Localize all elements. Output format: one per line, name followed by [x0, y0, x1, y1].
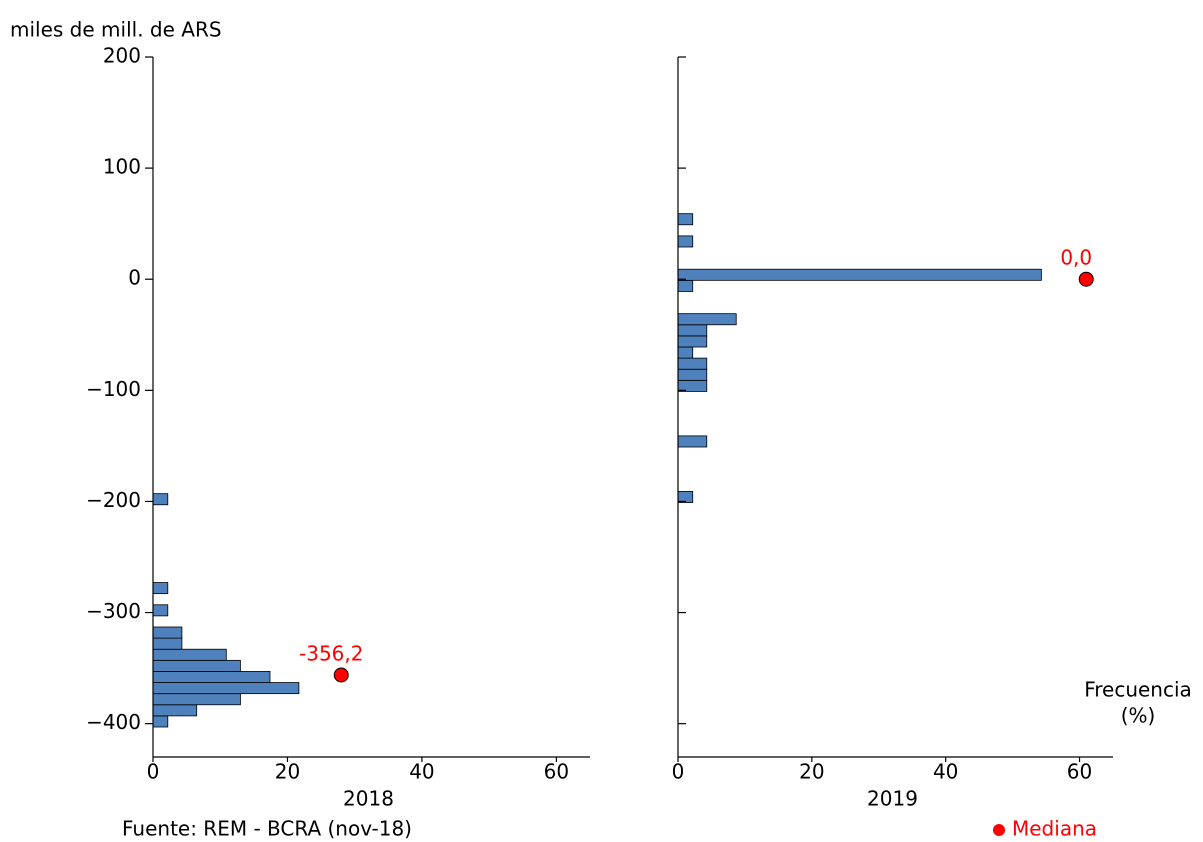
bar [677, 346, 694, 359]
x-tick-label: 0 [672, 760, 685, 784]
legend-label: Mediana [1012, 817, 1097, 841]
bar [152, 659, 241, 672]
bar [152, 582, 169, 595]
bar [152, 648, 227, 661]
bar [152, 715, 169, 728]
x-tick-label: 60 [1067, 760, 1092, 784]
y-tick-label: 100 [103, 155, 141, 179]
median-label: 0,0 [1060, 246, 1092, 270]
bar [152, 604, 169, 617]
bar [677, 368, 708, 381]
x-tick-label: 60 [544, 760, 569, 784]
bar [152, 682, 300, 695]
bar [677, 235, 694, 248]
legend-marker [993, 824, 1005, 836]
x-tick-label: 20 [275, 760, 300, 784]
bar [677, 324, 708, 337]
bar [677, 435, 708, 448]
x-axis-label: 2019 [867, 787, 918, 811]
bar [152, 637, 183, 650]
y-tick-label: 200 [103, 44, 141, 68]
bar [152, 671, 271, 683]
y-tick-label: −400 [86, 710, 141, 734]
y-tick-label: −100 [86, 377, 141, 401]
bar [677, 268, 1042, 281]
x-tick-label: 40 [409, 760, 434, 784]
x-axis-label: 2018 [343, 787, 394, 811]
bar [152, 626, 183, 639]
y-tick-label: −300 [86, 599, 141, 623]
median-label: -356,2 [299, 642, 363, 666]
bar [152, 704, 198, 717]
y-axis-title: miles de mill. de ARS [10, 18, 222, 42]
median-marker [1078, 271, 1094, 287]
y-tick-label: −200 [86, 488, 141, 512]
bar [677, 335, 708, 348]
median-marker [333, 667, 349, 683]
x-axis-title: Frecuencia [1084, 678, 1192, 702]
y-tick-label: 0 [128, 266, 141, 290]
bar [152, 493, 169, 506]
bar [152, 693, 241, 706]
x-tick-label: 20 [799, 760, 824, 784]
bar [677, 313, 737, 326]
source: Fuente: REM - BCRA (nov-18) [122, 817, 412, 841]
x-axis-title: (%) [1121, 704, 1156, 728]
bar [677, 213, 694, 226]
bar [677, 279, 694, 292]
bar [677, 357, 708, 370]
x-tick-label: 40 [933, 760, 958, 784]
x-tick-label: 0 [147, 760, 160, 784]
